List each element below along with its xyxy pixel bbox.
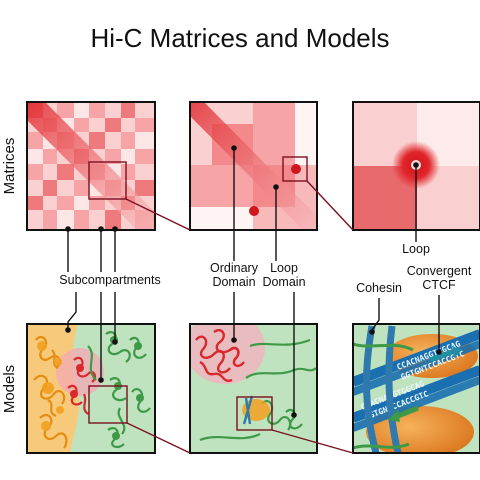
figure-title: Hi-C Matrices and Models: [90, 23, 389, 53]
checker-cell: [74, 118, 89, 132]
checker-cell: [89, 132, 105, 149]
leaders-loop-domain: [273, 184, 297, 418]
checker-cell: [43, 149, 57, 164]
checker-cell: [135, 164, 155, 180]
checker-cell: [89, 102, 105, 118]
cohesin-ring-back: [385, 325, 402, 453]
leaders-ordinary-domain: [231, 145, 237, 343]
zoom-box-matrix-2: [282, 156, 308, 182]
row-label-matrices: Matrices: [1, 138, 18, 195]
checker-cell: [105, 149, 121, 164]
leader-convergent-ctcf: [436, 295, 442, 355]
checker-cell: [27, 180, 43, 196]
zoom-box-matrix-1: [88, 161, 127, 200]
ctcf-arrow-bottom: [397, 405, 419, 419]
checker-cell: [89, 118, 105, 132]
checker-cell: [121, 149, 135, 164]
checker-cell: [89, 210, 105, 230]
zoom-box-model-1: [88, 385, 128, 424]
label-convergent-ctcf-1: Convergent: [407, 264, 472, 278]
matrix-frame-1: [26, 101, 156, 231]
matrix-subcompartments: [27, 102, 155, 230]
checker-cell: [74, 102, 89, 118]
checker-cell: [121, 102, 135, 118]
checker-cell: [27, 210, 43, 230]
checker-cell: [43, 180, 57, 196]
checker-cell: [135, 180, 155, 196]
chromatin-green: [87, 331, 151, 449]
checker-cell: [27, 149, 43, 164]
ordinary-domain-chromatin: [195, 328, 245, 382]
checker-cell: [74, 180, 89, 196]
cohesin-ring: [363, 325, 380, 453]
zoom-line-1a: [125, 198, 191, 231]
checker-cell: [105, 118, 121, 132]
checker-cell: [27, 196, 43, 210]
zoom-line-1b: [126, 422, 191, 454]
checker-cell: [121, 132, 135, 149]
model-compartments: [27, 324, 155, 453]
model-frame-3: [352, 323, 480, 454]
checker-cell: [74, 210, 89, 230]
loop-domain-chromatin: [199, 338, 317, 442]
checker-cell: [57, 164, 74, 180]
checker-cell: [105, 132, 121, 149]
checker-cell: [57, 196, 74, 210]
checker-cell: [121, 118, 135, 132]
checker-cell: [43, 210, 57, 230]
chromatin-orange: [33, 335, 68, 449]
domain-corner-peak: [249, 206, 259, 216]
matrix-frame-2: [189, 101, 318, 231]
loop-domain-peak: [291, 164, 301, 174]
matrix-diagonal: [190, 102, 317, 230]
checker-cell: [27, 164, 43, 180]
label-cohesin: Cohesin: [356, 281, 402, 295]
label-loop: Loop: [402, 242, 430, 256]
checker-cell: [135, 102, 155, 118]
matrix-domains: [190, 102, 317, 230]
label-ordinary-domain-2: Domain: [212, 275, 255, 289]
label-convergent-ctcf-2: CTCF: [422, 278, 456, 292]
zoom-line-2a: [306, 180, 354, 231]
model-frame-1: [26, 323, 156, 454]
label-loop-domain-1: Loop: [270, 261, 298, 275]
checker-cell: [135, 149, 155, 164]
cohesin-ring-small: [242, 395, 254, 425]
label-loop-domain-2: Domain: [262, 275, 305, 289]
checker-cell: [43, 164, 57, 180]
dna-strand-bottom: [353, 365, 480, 432]
checkerboard-pattern: [27, 102, 155, 230]
row-label-models: Models: [1, 365, 18, 413]
checker-cell: [105, 210, 121, 230]
checker-cell: [89, 196, 105, 210]
checker-cell: [43, 196, 57, 210]
ctcf-arrow-top: [429, 349, 453, 363]
checker-cell: [57, 102, 74, 118]
leader-loop: [413, 162, 419, 242]
checker-cell: [57, 210, 74, 230]
zoom-line-2b: [271, 429, 354, 454]
leader-cohesin: [369, 298, 380, 335]
label-subcompartments: Subcompartments: [59, 273, 160, 287]
zoom-box-model-2: [236, 396, 273, 431]
model-loop: CCACNAGGTGGCAG GGTGNTCCACCGTC CCACNAGGTG…: [353, 324, 480, 453]
checker-cell: [121, 164, 135, 180]
matrix-diagonal: [27, 102, 155, 230]
leaders-subcompartments: [65, 226, 118, 383]
model-frame-2: [189, 323, 318, 454]
checker-cell: [135, 132, 155, 149]
checker-cell: [135, 118, 155, 132]
checker-cell: [27, 132, 43, 149]
checker-cell: [57, 180, 74, 196]
checker-cell: [74, 196, 89, 210]
checker-cell: [105, 102, 121, 118]
model-domains: [190, 324, 317, 453]
label-ordinary-domain-1: Ordinary: [210, 261, 259, 275]
